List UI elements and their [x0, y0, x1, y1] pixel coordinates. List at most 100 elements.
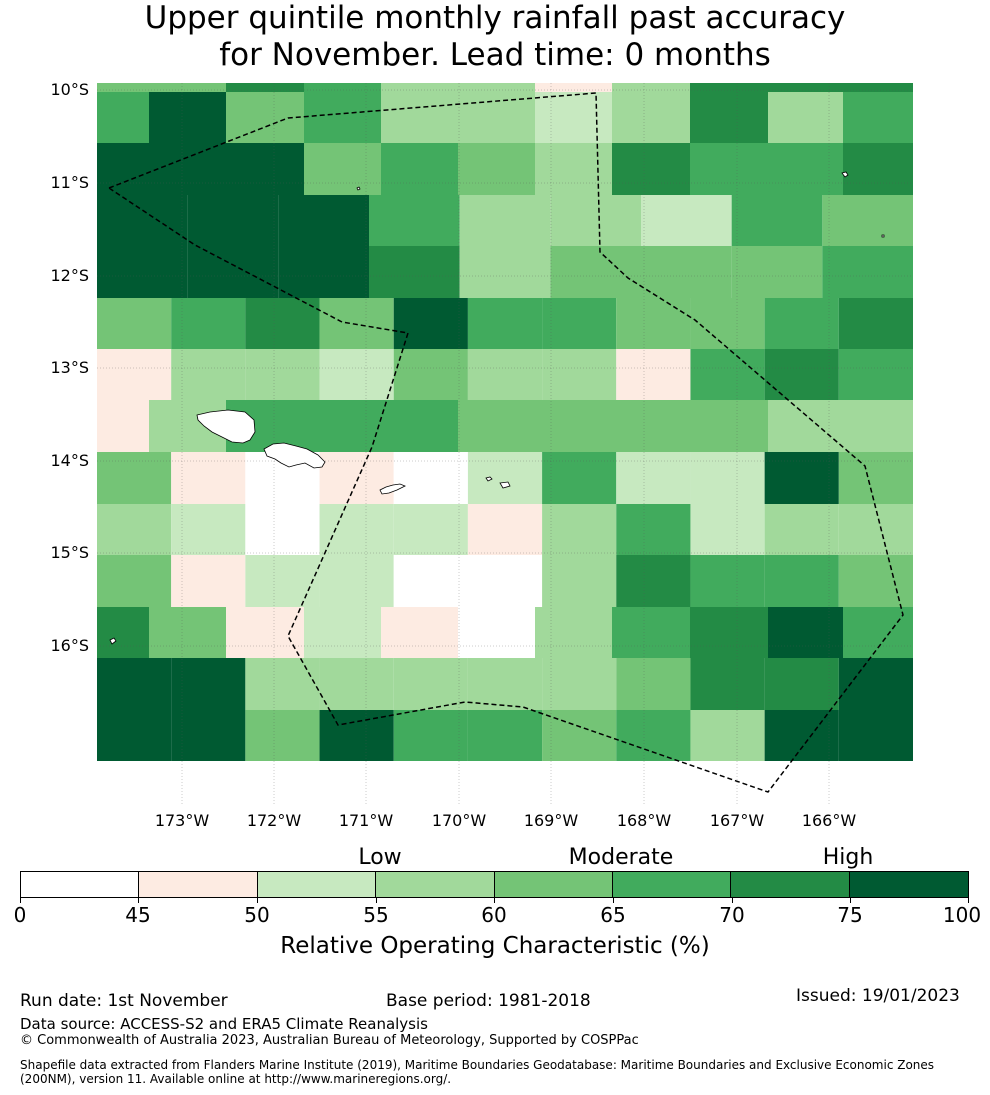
base-period: Base period: 1981-2018 — [386, 991, 591, 1011]
grid-cell — [97, 298, 172, 349]
grid-cell — [393, 349, 468, 400]
grid-cell — [542, 555, 617, 607]
grid-cell — [768, 92, 843, 143]
lon-label-167w: 167°W — [709, 811, 765, 830]
grid-cell — [550, 246, 641, 298]
grid-cell — [838, 298, 913, 349]
tick-label-0: 0 — [13, 903, 27, 927]
island-ofu-olosega — [485, 476, 493, 482]
lat-label-15s: 15°S — [50, 543, 89, 562]
tick-label-50: 50 — [244, 903, 270, 927]
grid-cell — [467, 658, 543, 710]
colorbar-segment — [731, 872, 850, 897]
colorbar — [20, 871, 969, 898]
grid-cell — [690, 710, 765, 761]
grid-cell — [97, 92, 149, 143]
grid-cell — [381, 143, 458, 195]
grid-cell — [542, 452, 617, 504]
run-date: Run date: 1st November — [20, 991, 228, 1011]
grid-cell — [822, 246, 913, 298]
grid-cell — [843, 607, 913, 658]
grid-cell — [690, 298, 765, 349]
grid-cell — [226, 143, 304, 195]
category-moderate: Moderate — [568, 845, 674, 870]
grid-cell — [690, 349, 765, 400]
grid-cell — [764, 298, 839, 349]
grid-cell — [612, 607, 690, 658]
grid-cell — [690, 400, 768, 452]
grid-cell — [319, 555, 394, 607]
tick-mark-65 — [613, 898, 614, 903]
grid-cell — [393, 555, 468, 607]
grid-cell — [171, 504, 246, 555]
grid-cell — [278, 246, 369, 298]
tick-label-45: 45 — [125, 903, 151, 927]
grid-cell — [542, 298, 617, 349]
grid-cell — [304, 143, 381, 195]
grid-cell — [690, 658, 765, 710]
colorbar-segment — [139, 872, 258, 897]
tick-label-55: 55 — [363, 903, 389, 927]
tick-mark-60 — [494, 898, 495, 903]
grid-cell — [731, 246, 823, 298]
lon-label-170w: 170°W — [431, 811, 487, 830]
lat-label-11s: 11°S — [50, 173, 89, 192]
grid-cell — [245, 658, 320, 710]
grid-cell — [381, 607, 458, 658]
grid-cell — [612, 83, 690, 92]
island-small-east — [881, 234, 885, 238]
grid-cell — [768, 83, 913, 92]
grid-cell — [822, 195, 913, 246]
grid-cell — [458, 607, 535, 658]
grid-cell — [612, 143, 690, 195]
grid-cell — [616, 349, 691, 400]
grid-cell — [542, 658, 617, 710]
lon-label-169w: 169°W — [523, 811, 579, 830]
island-swains — [356, 186, 361, 191]
tick-mark-45 — [138, 898, 139, 903]
colorbar-title: Relative Operating Characteristic (%) — [280, 933, 710, 959]
grid-cell — [641, 246, 732, 298]
grid-cell — [467, 710, 543, 761]
grid-cell — [690, 555, 765, 607]
island-tau — [499, 481, 511, 489]
grid-cell — [467, 298, 543, 349]
grid-cell — [764, 555, 839, 607]
title-line-2: for November. Lead time: 0 months — [219, 37, 771, 73]
title-line-1: Upper quintile monthly rainfall past acc… — [144, 0, 846, 36]
grid-cell — [97, 349, 172, 400]
grid-cell — [612, 400, 690, 452]
grid-cell — [458, 143, 535, 195]
grid-cell — [768, 143, 843, 195]
grid-cell — [319, 298, 394, 349]
grid-cell — [245, 349, 320, 400]
island-wallis-futuna — [109, 637, 117, 645]
grid-cell — [764, 658, 839, 710]
grid-cell — [641, 195, 732, 246]
grid-cell — [97, 83, 226, 92]
grid-cell — [542, 710, 617, 761]
grid-cell — [690, 452, 765, 504]
data-source: Data source: ACCESS-S2 and ERA5 Climate … — [20, 1015, 428, 1033]
grid-cell — [843, 92, 913, 143]
grid-cell — [467, 452, 543, 504]
island-rose-atoll — [841, 171, 849, 178]
grid-cell — [843, 143, 913, 195]
grid-cell — [381, 400, 458, 452]
lat-label-12s: 12°S — [50, 266, 89, 285]
grid-cell — [393, 298, 468, 349]
grid-cell — [226, 83, 304, 92]
tick-mark-100 — [968, 898, 969, 903]
grid-cell — [550, 195, 641, 246]
grid-cell — [616, 555, 691, 607]
rainfall-accuracy-grid — [97, 83, 913, 761]
grid-cell — [616, 452, 691, 504]
lat-label-13s: 13°S — [50, 358, 89, 377]
map-title: Upper quintile monthly rainfall past acc… — [0, 0, 990, 74]
grid-cell — [226, 607, 304, 658]
colorbar-segment — [494, 872, 613, 897]
grid-cell — [690, 92, 768, 143]
grid-cell — [467, 555, 543, 607]
grid-cell — [393, 658, 468, 710]
grid-cell — [171, 298, 246, 349]
